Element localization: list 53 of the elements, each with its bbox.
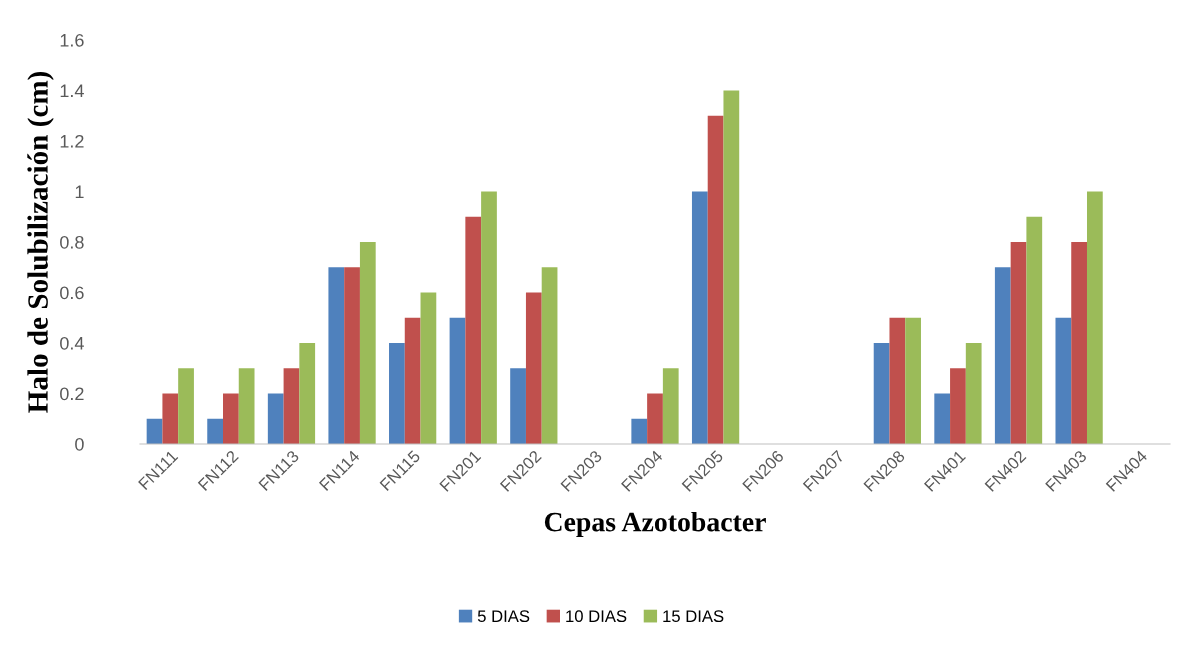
y-tick-label: 1.4 <box>60 84 84 98</box>
bar <box>389 343 405 444</box>
y-tick-label: 1.2 <box>60 134 84 148</box>
bar <box>1010 242 1027 444</box>
legend-label: 15 DIAS <box>663 610 724 623</box>
y-tick-label: 1.6 <box>60 33 84 47</box>
bar <box>889 317 906 444</box>
y-tick-label: 1 <box>75 185 84 199</box>
bar <box>525 292 542 444</box>
bar <box>146 418 163 444</box>
bar <box>647 393 663 444</box>
bar <box>299 343 316 444</box>
bar <box>1071 242 1087 444</box>
bar <box>1086 191 1103 444</box>
legend-label: 5 DIAS <box>477 610 530 623</box>
bar <box>449 317 466 444</box>
bar <box>541 267 558 444</box>
bar <box>662 368 679 444</box>
bar <box>994 267 1011 444</box>
bar <box>267 393 284 444</box>
bar <box>965 343 982 444</box>
bar <box>1055 317 1072 444</box>
y-axis-title: Halo de Solubilización (cm) <box>27 71 54 413</box>
bar <box>207 418 224 444</box>
bar <box>465 216 482 444</box>
bar <box>420 292 437 444</box>
legend-label: 10 DIAS <box>566 610 627 623</box>
bar <box>873 343 890 444</box>
bar <box>934 393 951 444</box>
bar <box>178 368 194 444</box>
x-axis-title: Cepas Azotobacter <box>544 511 766 538</box>
y-tick-label: 0.8 <box>60 235 84 249</box>
bar <box>723 90 740 444</box>
y-tick-label: 0.6 <box>60 286 84 300</box>
bar <box>238 368 255 444</box>
bar <box>223 393 239 444</box>
bar <box>359 242 376 444</box>
bar <box>328 267 345 444</box>
bar <box>950 368 966 444</box>
bar <box>707 115 724 444</box>
bar <box>404 317 421 444</box>
y-tick-label: 0 <box>75 437 84 451</box>
bar <box>481 191 497 444</box>
bar <box>631 418 648 444</box>
bar <box>1026 216 1043 444</box>
y-tick-label: 0.4 <box>60 336 84 350</box>
bar <box>905 317 921 444</box>
bar <box>162 393 179 444</box>
bar <box>283 368 300 444</box>
bar <box>691 191 708 444</box>
y-tick-label: 0.2 <box>60 387 84 401</box>
bar <box>510 368 526 444</box>
bar <box>344 267 360 444</box>
